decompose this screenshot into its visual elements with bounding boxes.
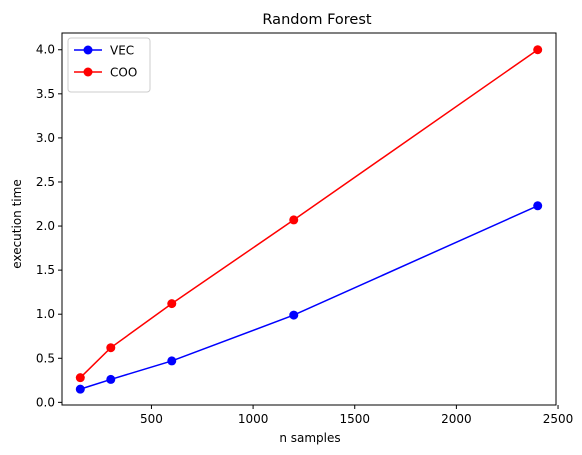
data-point-vec (167, 356, 177, 366)
data-point-vec (289, 310, 299, 320)
y-tick-label: 1.0 (36, 307, 55, 321)
y-tick-label: 1.5 (36, 263, 55, 277)
x-tick-label: 1000 (238, 412, 269, 426)
chart-title: Random Forest (262, 12, 371, 28)
series-line-vec (80, 205, 539, 390)
legend-marker-coo (83, 67, 93, 77)
data-point-coo (106, 343, 116, 353)
y-tick-label: 3.0 (36, 131, 55, 145)
y-tick-label: 0.0 (36, 395, 55, 409)
data-point-coo (167, 299, 177, 309)
axis-ticks: 500 1000 1500 2000 2500 0.0 0.5 1.0 1.5 2.0 2.5 3.0… (36, 43, 573, 426)
x-tick-label: 2000 (441, 412, 472, 426)
x-tick-label: 2500 (543, 412, 574, 426)
plot-area (61, 32, 557, 406)
x-tick-label: 1500 (339, 412, 370, 426)
legend-box (67, 37, 151, 93)
data-point-coo (533, 45, 543, 55)
data-point-coo (289, 215, 299, 225)
series-line-coo (79, 49, 539, 379)
x-axis-label: n samples (279, 431, 340, 445)
x-tick-label: 500 (140, 412, 163, 426)
y-tick-label: 2.0 (36, 219, 55, 233)
y-tick-label: 2.5 (36, 175, 55, 189)
y-tick-label: 4.0 (36, 43, 55, 57)
legend-label-vec: VEC (110, 44, 134, 58)
y-tick-label: 0.5 (36, 351, 55, 365)
data-point-vec (106, 374, 116, 384)
data-point-coo (75, 373, 85, 383)
y-tick-label: 3.5 (36, 87, 55, 101)
data-point-vec (75, 384, 85, 394)
legend: VEC COO (67, 37, 151, 93)
plot-frame (61, 32, 557, 406)
legend-marker-vec (83, 45, 93, 55)
data-point-vec (533, 201, 543, 211)
legend-label-coo: COO (110, 66, 137, 80)
y-axis-label: execution time (10, 179, 24, 268)
